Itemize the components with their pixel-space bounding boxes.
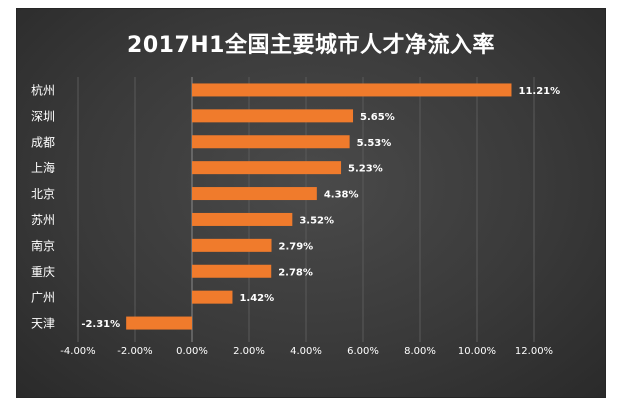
x-tick-label: 10.00% [458, 346, 496, 357]
chart-panel: 2017H1全国主要城市人才净流入率 -4.00% -2.00% 0.00% 2.00… [16, 8, 606, 398]
x-tick-label: 12.00% [515, 346, 553, 357]
value-label: 5.65% [360, 112, 395, 123]
category-label: 南京 [31, 238, 55, 253]
category-label: 深圳 [31, 109, 55, 123]
bar-5 [192, 212, 293, 226]
value-label: 3.52% [299, 215, 334, 226]
value-label: 1.42% [239, 293, 274, 304]
chart-plot: -4.00% -2.00% 0.00% 2.00% 4.00% 6.00% 8.00% 10.… [31, 77, 560, 357]
x-tick-label: 6.00% [347, 346, 379, 357]
value-label: 5.23% [348, 164, 383, 175]
bar-3 [192, 161, 342, 175]
value-label: 11.21% [518, 86, 560, 97]
bar-0 [192, 83, 512, 97]
category-label: 杭州 [31, 82, 55, 97]
x-tick-label: -4.00% [60, 346, 95, 357]
x-tick-label: 0.00% [176, 346, 208, 357]
category-label: 北京 [31, 187, 55, 201]
value-label: -2.31% [81, 319, 120, 330]
bar-2 [192, 135, 350, 149]
x-tick-label: 8.00% [404, 346, 436, 357]
bar-6 [192, 238, 272, 252]
category-label: 成都 [31, 135, 55, 149]
bar-9 [126, 316, 192, 330]
x-tick-label: -2.00% [117, 346, 152, 357]
category-label: 重庆 [31, 265, 55, 279]
value-label: 2.79% [279, 241, 314, 252]
value-label: 5.53% [357, 138, 392, 149]
category-label: 苏州 [31, 213, 55, 227]
bar-1 [192, 109, 354, 123]
bar-7 [192, 264, 272, 278]
category-label: 广州 [31, 291, 55, 305]
chart-title: 2017H1全国主要城市人才净流入率 [127, 33, 495, 58]
category-label: 上海 [31, 160, 55, 175]
x-tick-label: 2.00% [233, 346, 265, 357]
value-label: 4.38% [324, 190, 359, 201]
value-label: 2.78% [278, 267, 313, 278]
bar-8 [192, 290, 233, 304]
category-label: 天津 [31, 317, 55, 331]
x-tick-label: 4.00% [290, 346, 322, 357]
bar-4 [192, 187, 317, 201]
